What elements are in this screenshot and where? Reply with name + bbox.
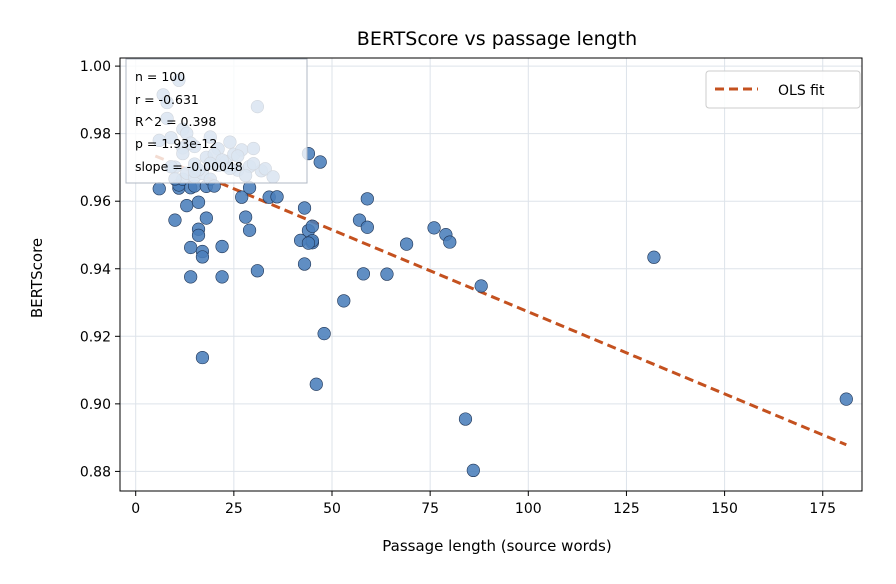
scatter-point xyxy=(195,250,210,264)
scatter-point xyxy=(443,235,457,249)
scatter-point xyxy=(360,220,374,234)
stats-line-p: p = 1.93e-12 xyxy=(135,136,217,151)
scatter-point xyxy=(297,201,312,215)
y-tick-label: 0.92 xyxy=(80,329,111,345)
scatter-point xyxy=(242,223,257,237)
chart-title: BERTScore vs passage length xyxy=(357,28,637,50)
legend-label-ols-fit: OLS fit xyxy=(778,83,825,99)
scatter-point xyxy=(168,213,182,227)
scatter-point xyxy=(191,195,206,209)
scatter-point xyxy=(180,198,194,213)
plot-frame xyxy=(119,57,863,492)
ols-fit-line xyxy=(154,154,847,447)
scatter-point xyxy=(380,267,394,281)
scatter-point xyxy=(215,270,229,284)
scatter-point xyxy=(250,264,265,278)
scatter-point xyxy=(458,412,473,426)
legend: OLS fit xyxy=(705,70,861,109)
ols-fit-layer xyxy=(154,154,847,447)
y-tick-label: 1.00 xyxy=(80,59,111,75)
scatter-point xyxy=(360,192,374,206)
scatter-point xyxy=(356,267,371,281)
scatter-point xyxy=(337,294,351,308)
y-tick-label: 0.90 xyxy=(80,397,111,413)
y-axis-label: BERTScore xyxy=(28,238,46,318)
grid-lines xyxy=(120,58,862,491)
scatter-point xyxy=(239,210,253,224)
x-tick-label: 150 xyxy=(711,501,738,517)
stats-line-slope: slope = -0.00048 xyxy=(135,159,243,174)
scatter-point xyxy=(191,228,206,242)
y-tick-label: 0.96 xyxy=(80,194,111,210)
scatter-point xyxy=(195,350,210,365)
scatter-point xyxy=(301,236,316,250)
x-tick-label: 125 xyxy=(613,501,640,517)
x-axis-label: Passage length (source words) xyxy=(382,537,611,555)
x-tick-label: 75 xyxy=(421,501,439,517)
scatter-point xyxy=(427,221,441,235)
scatter-point xyxy=(313,155,327,169)
scatter-point xyxy=(309,377,323,391)
scatter-point xyxy=(270,190,284,204)
scatter-point xyxy=(399,237,414,251)
x-tick-label: 100 xyxy=(515,501,542,517)
scatter-point xyxy=(235,190,249,204)
scatter-point xyxy=(305,219,319,233)
x-tick-label: 175 xyxy=(809,501,836,517)
x-tick-label: 25 xyxy=(225,501,243,517)
scatter-point xyxy=(199,211,213,225)
scatter-point xyxy=(184,240,198,255)
stats-line-r2: R^2 = 0.398 xyxy=(135,114,216,129)
x-tick-label: 50 xyxy=(323,501,341,517)
scatter-point xyxy=(647,250,661,264)
scatter-point xyxy=(839,392,853,406)
scatter-point xyxy=(466,463,480,477)
x-tick-label: 0 xyxy=(131,501,140,517)
scatter-point xyxy=(215,239,229,254)
scatter-point xyxy=(184,270,198,284)
stats-line-n: n = 100 xyxy=(135,69,185,84)
y-tick-label: 0.94 xyxy=(80,262,111,278)
stats-box: n = 100 r = -0.631 R^2 = 0.398 p = 1.93e… xyxy=(125,58,308,184)
y-tick-label: 0.88 xyxy=(80,464,111,480)
scatter-point xyxy=(317,327,331,341)
scatter-point xyxy=(297,257,312,271)
axis-ticks: 0 25 50 75 100 125 150 175 0.88 0.90 0.92 0.94 0.96 0… xyxy=(80,59,836,517)
scatter-point xyxy=(152,182,166,196)
scatter-point xyxy=(474,279,488,293)
stats-line-r: r = -0.631 xyxy=(135,92,199,107)
y-tick-label: 0.98 xyxy=(80,127,111,143)
